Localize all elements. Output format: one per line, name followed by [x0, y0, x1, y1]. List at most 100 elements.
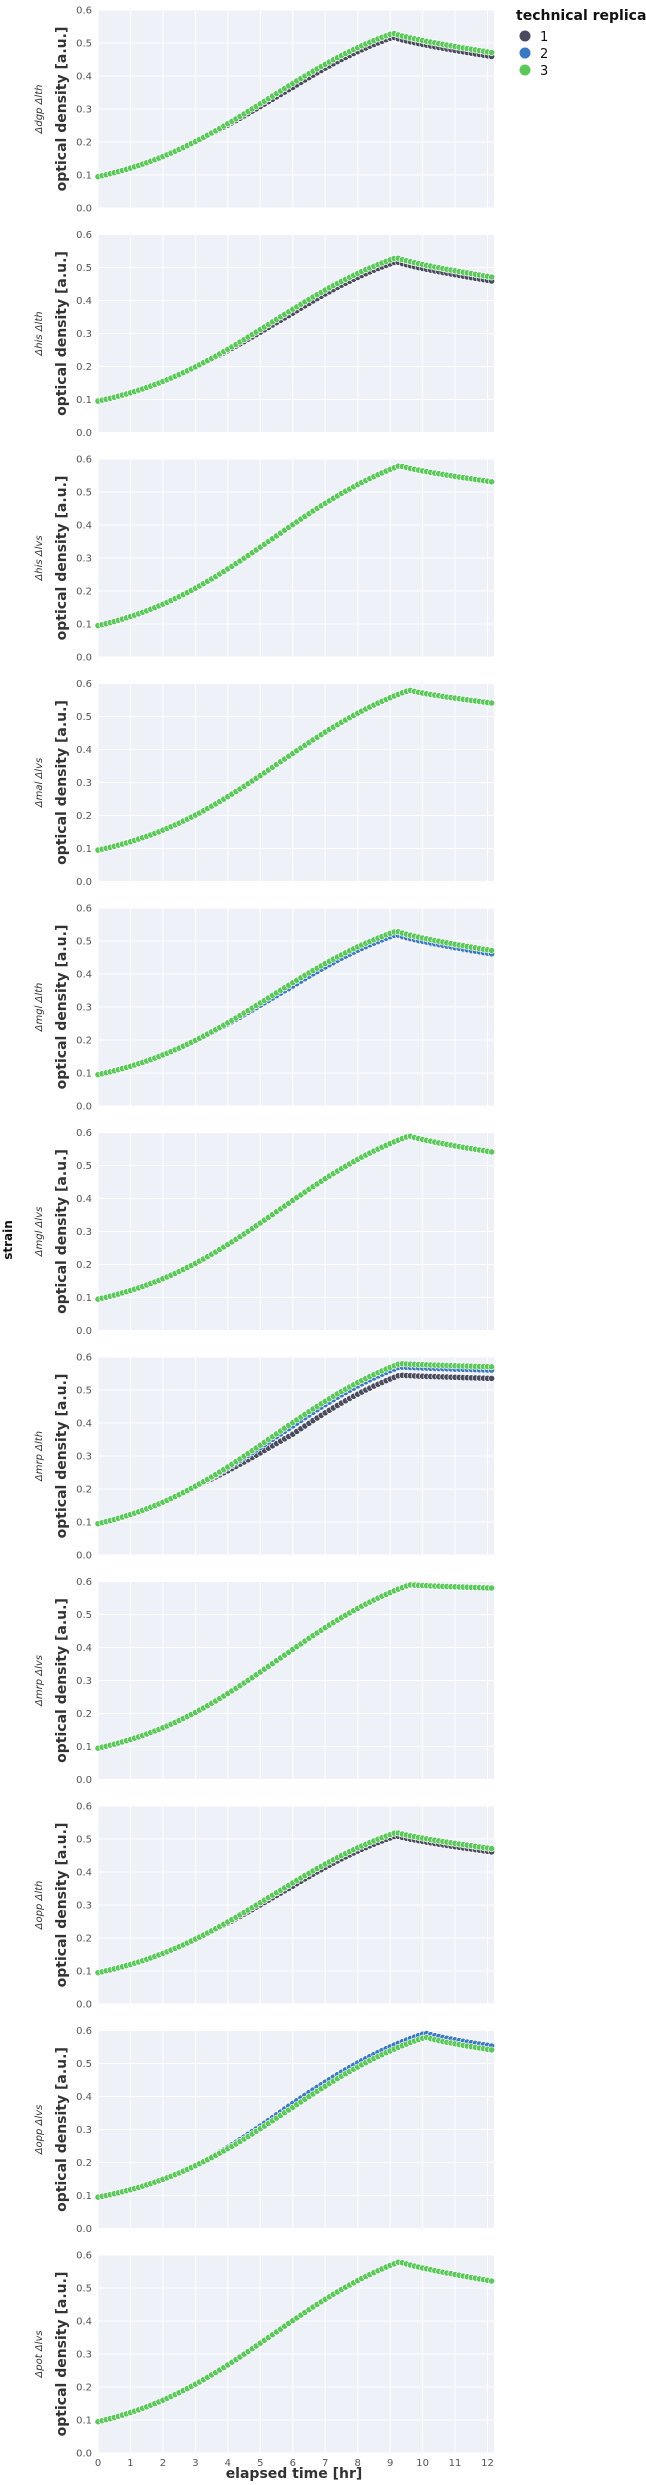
- y-tick-label: 0.4: [76, 521, 92, 532]
- y-tick-label: 0.2: [76, 362, 92, 373]
- strain-label: Δdgp Δlth: [34, 85, 45, 135]
- y-tick-label: 0.6: [76, 1577, 92, 1588]
- y-tick-label: 0.6: [76, 1353, 92, 1364]
- x-tick-label: 3: [192, 2458, 198, 2469]
- y-tick-label: 0.4: [76, 72, 92, 83]
- y-axis-label: optical density [a.u.]: [54, 27, 70, 192]
- y-tick-label: 0.5: [76, 712, 92, 723]
- y-tick-label: 0.1: [76, 620, 92, 631]
- legend-marker-1: [518, 29, 532, 43]
- y-axis-label: optical density [a.u.]: [54, 251, 70, 416]
- y-tick-label: 0.2: [76, 587, 92, 598]
- data-point: [488, 273, 495, 281]
- y-tick-label: 0.6: [76, 904, 92, 915]
- y-tick-label: 0.1: [76, 1967, 92, 1978]
- y-tick-label: 0.3: [76, 2350, 92, 2361]
- legend-entry: 2: [518, 46, 548, 62]
- strain-label: Δmgl Δlth: [34, 983, 45, 1033]
- series-replicate-3: [94, 928, 495, 1079]
- y-tick-label: 0.1: [76, 2416, 92, 2427]
- x-tick-label: 9: [387, 2458, 393, 2469]
- y-tick-label: 0.4: [76, 2317, 92, 2328]
- strain-label: Δmrp Δlvs: [34, 1655, 45, 1707]
- y-tick-label: 0.0: [76, 2224, 92, 2235]
- y-tick-label: 0.1: [76, 1742, 92, 1753]
- panel: 0.0 0.1 0.2 0.3 0.4 0.5 0.6 optical density [a.…: [34, 455, 495, 664]
- y-tick-label: 0.0: [76, 2449, 92, 2460]
- legend: technical replicate 1 2 3: [516, 8, 646, 79]
- y-tick-label: 0.6: [76, 1802, 92, 1813]
- y-tick-label: 0.1: [76, 1293, 92, 1304]
- y-tick-label: 0.3: [76, 2125, 92, 2136]
- y-tick-label: 0.5: [76, 1386, 92, 1397]
- x-tick-label: 2: [160, 2458, 166, 2469]
- y-tick-label: 0.6: [76, 1128, 92, 1139]
- x-tick-label: 12: [481, 2458, 494, 2469]
- y-tick-label: 0.5: [76, 488, 92, 499]
- series-replicate-3: [94, 254, 495, 405]
- y-tick-label: 0.5: [76, 1610, 92, 1621]
- data-point: [488, 699, 495, 707]
- y-axis-label: optical density [a.u.]: [54, 925, 70, 1090]
- data-point: [488, 1375, 495, 1382]
- y-tick-label: 0.4: [76, 1868, 92, 1879]
- y-tick-label: 0.6: [76, 455, 92, 466]
- legend-entry: 1: [518, 29, 548, 45]
- y-tick-label: 0.2: [76, 2158, 92, 2169]
- y-tick-label: 0.3: [76, 1676, 92, 1687]
- y-tick-label: 0.6: [76, 2026, 92, 2037]
- y-tick-label: 0.2: [76, 2383, 92, 2394]
- y-tick-label: 0.1: [76, 844, 92, 855]
- y-tick-label: 0.4: [76, 970, 92, 981]
- series-replicate-3: [94, 462, 495, 629]
- y-tick-label: 0.1: [76, 395, 92, 406]
- y-tick-label: 0.3: [76, 329, 92, 340]
- y-tick-label: 0.4: [76, 296, 92, 307]
- panel: 0.0 0.1 0.2 0.3 0.4 0.5 0.6 optical density [a.…: [34, 1353, 495, 1562]
- data-point: [488, 1584, 495, 1592]
- y-axis-label: optical density [a.u.]: [54, 476, 70, 641]
- panel: 0.00.10.20.30.40.50.60 1 2 3 4 5 6 7 8 9 10 11 12opt…: [34, 2251, 495, 2469]
- facet-panels: 0.0 0.1 0.2 0.3 0.4 0.5 0.6 optical density [a.…: [34, 6, 495, 2469]
- y-tick-label: 0.1: [76, 1518, 92, 1529]
- y-tick-label: 0.3: [76, 1003, 92, 1014]
- strain-label: Δopp Δlth: [34, 1881, 45, 1931]
- y-axis-label: optical density [a.u.]: [54, 2047, 70, 2212]
- data-point: [488, 1363, 495, 1371]
- y-tick-label: 0.0: [76, 877, 92, 888]
- data-point: [488, 2046, 495, 2054]
- y-tick-label: 0.6: [76, 6, 92, 17]
- y-tick-label: 0.2: [76, 1709, 92, 1720]
- y-tick-label: 0.0: [76, 1102, 92, 1113]
- y-tick-label: 0.5: [76, 2284, 92, 2295]
- strain-group-label: strain: [1, 1220, 15, 1260]
- y-tick-label: 0.1: [76, 1069, 92, 1080]
- panel: 0.0 0.1 0.2 0.3 0.4 0.5 0.6 optical density [a.…: [34, 1128, 495, 1337]
- y-tick-label: 0.3: [76, 1901, 92, 1912]
- y-tick-label: 0.1: [76, 171, 92, 182]
- y-tick-label: 0.5: [76, 2059, 92, 2070]
- y-tick-label: 0.0: [76, 204, 92, 215]
- data-point: [488, 947, 495, 954]
- strain-label: Δmal Δlvs: [34, 758, 45, 808]
- y-tick-label: 0.3: [76, 105, 92, 116]
- y-tick-label: 0.5: [76, 263, 92, 274]
- panel: 0.0 0.1 0.2 0.3 0.4 0.5 0.6 optical density [a.…: [34, 1577, 495, 1786]
- y-tick-label: 0.4: [76, 2092, 92, 2103]
- y-tick-label: 0.0: [76, 1551, 92, 1562]
- y-tick-label: 0.0: [76, 428, 92, 439]
- legend-label-1: 1: [540, 30, 548, 45]
- data-point: [488, 1845, 495, 1852]
- data-point: [488, 478, 495, 486]
- y-tick-label: 0.4: [76, 745, 92, 756]
- data-point: [488, 2277, 495, 2285]
- x-axis-label: elapsed time [hr]: [226, 2466, 363, 2482]
- x-tick-label: 0: [95, 2458, 101, 2469]
- strain-label: Δopp Δlvs: [34, 2105, 45, 2156]
- y-tick-label: 0.6: [76, 230, 92, 241]
- y-axis-label: optical density [a.u.]: [54, 2272, 70, 2437]
- y-tick-label: 0.5: [76, 1835, 92, 1846]
- y-tick-label: 0.3: [76, 1452, 92, 1463]
- x-tick-label: 11: [449, 2458, 462, 2469]
